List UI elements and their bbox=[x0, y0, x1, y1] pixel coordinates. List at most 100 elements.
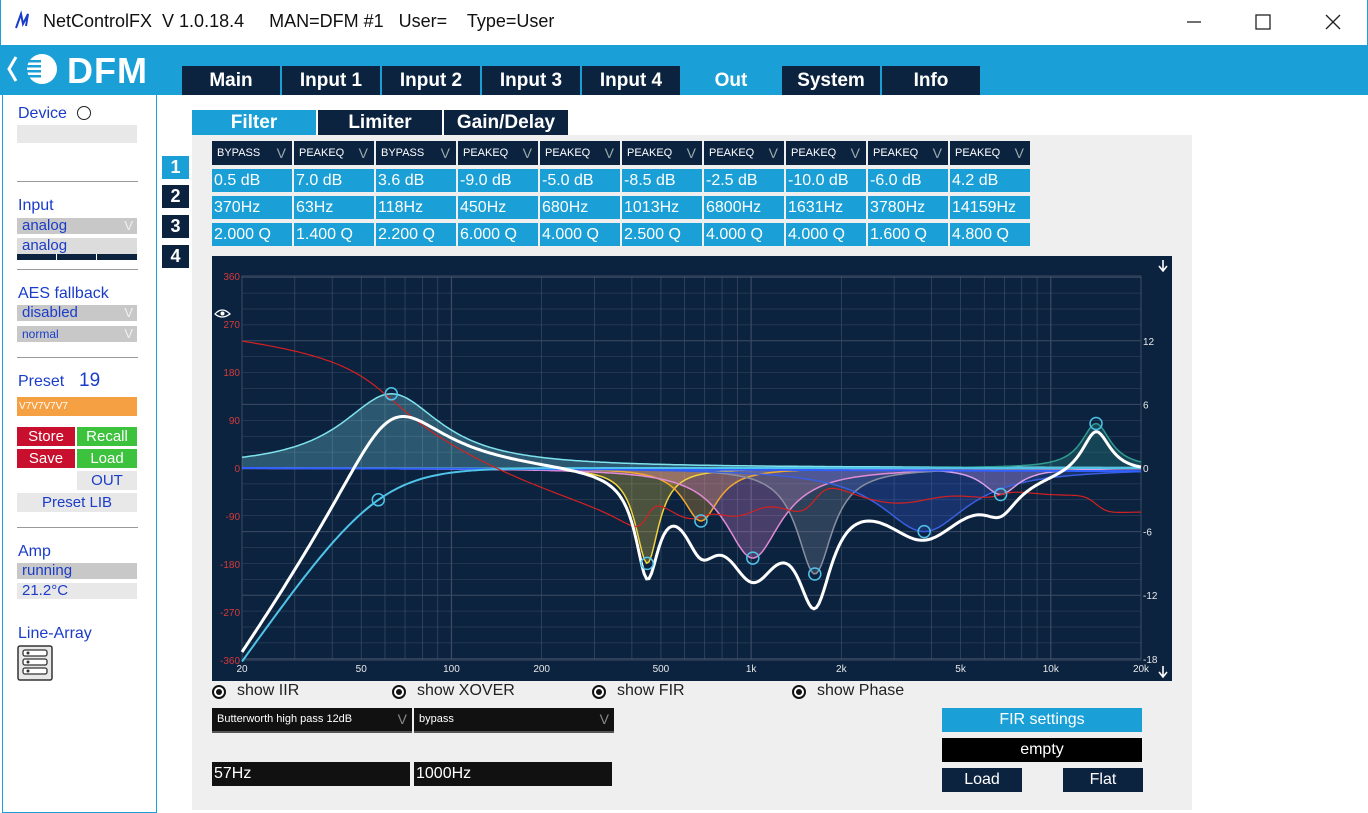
eq-band-10-q-input[interactable]: 4.800 Q bbox=[950, 223, 1030, 246]
eq-band-8-freq-input[interactable]: 1631Hz bbox=[786, 196, 866, 219]
show-iir-label: show IIR bbox=[237, 682, 300, 699]
output-4-button[interactable]: 4 bbox=[162, 245, 189, 268]
eq-band-1-freq-input[interactable]: 370Hz bbox=[212, 196, 292, 219]
tab-input-2[interactable]: Input 2 bbox=[382, 66, 480, 95]
eq-band-9-type-select[interactable]: PEAKEQ V bbox=[868, 141, 948, 165]
eq-band-2-type-select[interactable]: PEAKEQ V bbox=[294, 141, 374, 165]
eq-band-2-gain-input[interactable]: 7.0 dB bbox=[294, 169, 374, 192]
close-icon[interactable] bbox=[1311, 8, 1355, 36]
eq-band-10-freq-input[interactable]: 14159Hz bbox=[950, 196, 1030, 219]
tab-info[interactable]: Info bbox=[882, 66, 980, 95]
recall-button[interactable]: Recall bbox=[77, 427, 137, 446]
store-button[interactable]: Store bbox=[17, 427, 75, 446]
eq-band-fill bbox=[242, 468, 1141, 558]
save-button[interactable]: Save bbox=[17, 449, 75, 468]
chevron-down-icon: V bbox=[1014, 145, 1024, 161]
phase-tick-label: 360 bbox=[223, 272, 240, 283]
tab-input-4[interactable]: Input 4 bbox=[582, 66, 680, 95]
output-3-button[interactable]: 3 bbox=[162, 215, 189, 238]
output-2-button[interactable]: 2 bbox=[162, 185, 189, 208]
eq-band-7-gain-input[interactable]: -2.5 dB bbox=[704, 169, 784, 192]
eq-band-1-gain-input[interactable]: 0.5 dB bbox=[212, 169, 292, 192]
tab-system[interactable]: System bbox=[782, 66, 880, 95]
highpass-freq-input[interactable]: 57Hz bbox=[212, 762, 410, 786]
load-button[interactable]: Load bbox=[77, 449, 137, 468]
aes-mode-select[interactable]: normal V bbox=[17, 326, 137, 342]
preset-lib-button[interactable]: Preset LIB bbox=[17, 493, 137, 512]
db-tick-label: -6 bbox=[1143, 528, 1152, 539]
line-array-icon[interactable] bbox=[17, 645, 53, 681]
fir-load-button[interactable]: Load bbox=[942, 768, 1022, 792]
eq-band-4-type-select[interactable]: PEAKEQ V bbox=[458, 141, 538, 165]
eq-band-6-type-select[interactable]: PEAKEQ V bbox=[622, 141, 702, 165]
tab-main[interactable]: Main bbox=[182, 66, 280, 95]
frequency-response-graph[interactable]: 360 270 180 90 0 -90 -180 -270 -360 12 6 0 -6 -12 -18 2… bbox=[212, 256, 1172, 681]
lowpass-freq-input[interactable]: 1000Hz bbox=[414, 762, 612, 786]
lowpass-type-value: bypass bbox=[419, 713, 454, 725]
fir-flat-button[interactable]: Flat bbox=[1063, 768, 1143, 792]
divider bbox=[17, 181, 138, 182]
response-plot[interactable]: 360270180900-90-180-270-3601260-6-12-182… bbox=[212, 256, 1172, 681]
eq-band-5-gain-input[interactable]: -5.0 dB bbox=[540, 169, 620, 192]
eq-band-8-q-input[interactable]: 4.000 Q bbox=[786, 223, 866, 246]
input-select[interactable]: analog V bbox=[17, 218, 137, 234]
eq-band-4-gain-input[interactable]: -9.0 dB bbox=[458, 169, 538, 192]
eq-band-3-q-input[interactable]: 2.200 Q bbox=[376, 223, 456, 246]
eq-band-2-q-input[interactable]: 1.400 Q bbox=[294, 223, 374, 246]
eq-band-10-gain-input[interactable]: 4.2 dB bbox=[950, 169, 1030, 192]
eq-band-10-type-select[interactable]: PEAKEQ V bbox=[950, 141, 1030, 165]
eq-band-7-type-select[interactable]: PEAKEQ V bbox=[704, 141, 784, 165]
eq-band-1-q-input[interactable]: 2.000 Q bbox=[212, 223, 292, 246]
device-name-field[interactable] bbox=[17, 125, 137, 143]
eq-band-3-type-select[interactable]: BYPASS V bbox=[376, 141, 456, 165]
eq-band-5-q-input[interactable]: 4.000 Q bbox=[540, 223, 620, 246]
preset-name-field[interactable]: V7V7V7V7 bbox=[17, 397, 137, 416]
amp-status: running bbox=[17, 563, 137, 579]
subtab-limiter[interactable]: Limiter bbox=[318, 110, 442, 135]
eq-band-3-gain-input[interactable]: 3.6 dB bbox=[376, 169, 456, 192]
highpass-type-select[interactable]: Butterworth high pass 12dB V bbox=[212, 708, 412, 733]
freq-tick-label: 10k bbox=[1043, 664, 1060, 675]
eq-band-4-freq-input[interactable]: 450Hz bbox=[458, 196, 538, 219]
fir-settings-button[interactable]: FIR settings bbox=[942, 708, 1142, 732]
eq-band-6-gain-input[interactable]: -8.5 dB bbox=[622, 169, 702, 192]
show-phase-radio[interactable] bbox=[792, 685, 806, 699]
window-title: NetControlFX V 1.0.18.4 MAN=DFM #1 User=… bbox=[43, 11, 555, 31]
eq-band-2-freq-input[interactable]: 63Hz bbox=[294, 196, 374, 219]
eq-band-fill bbox=[242, 393, 1141, 468]
eq-band-5-freq-input[interactable]: 680Hz bbox=[540, 196, 620, 219]
eq-band-6-freq-input[interactable]: 1013Hz bbox=[622, 196, 702, 219]
eq-band-4-q-input[interactable]: 6.000 Q bbox=[458, 223, 538, 246]
eq-band-5-type-select[interactable]: PEAKEQ V bbox=[540, 141, 620, 165]
eq-band-8-type-select[interactable]: PEAKEQ V bbox=[786, 141, 866, 165]
out-button[interactable]: OUT bbox=[77, 471, 137, 490]
brand-name: DFM bbox=[67, 50, 148, 91]
eq-band-1-type-select[interactable]: BYPASS V bbox=[212, 141, 292, 165]
eq-band-3-freq-input[interactable]: 118Hz bbox=[376, 196, 456, 219]
tab-input-3[interactable]: Input 3 bbox=[482, 66, 580, 95]
subtab-filter[interactable]: Filter bbox=[192, 110, 316, 135]
eq-band-8-gain-input[interactable]: -10.0 dB bbox=[786, 169, 866, 192]
lowpass-type-select[interactable]: bypass V bbox=[414, 708, 614, 733]
phase-tick-label: 270 bbox=[223, 320, 240, 331]
eq-band-9-q-input[interactable]: 1.600 Q bbox=[868, 223, 948, 246]
eq-band-6-q-input[interactable]: 2.500 Q bbox=[622, 223, 702, 246]
device-status-icon bbox=[77, 106, 91, 120]
tab-input-1[interactable]: Input 1 bbox=[282, 66, 380, 95]
eq-band-7-q-input[interactable]: 4.000 Q bbox=[704, 223, 784, 246]
eq-band-9-gain-input[interactable]: -6.0 dB bbox=[868, 169, 948, 192]
aes-fallback-label: AES fallback bbox=[18, 285, 109, 302]
show-iir-radio[interactable] bbox=[212, 685, 226, 699]
divider bbox=[17, 527, 138, 528]
minimize-icon[interactable] bbox=[1171, 8, 1215, 36]
dfm-logo-icon bbox=[7, 54, 57, 84]
eq-band-9-freq-input[interactable]: 3780Hz bbox=[868, 196, 948, 219]
tab-out[interactable]: Out bbox=[714, 70, 748, 91]
output-1-button[interactable]: 1 bbox=[162, 156, 189, 179]
maximize-icon[interactable] bbox=[1241, 8, 1285, 36]
subtab-gain-delay[interactable]: Gain/Delay bbox=[444, 110, 568, 135]
eq-band-7-freq-input[interactable]: 6800Hz bbox=[704, 196, 784, 219]
aes-select[interactable]: disabled V bbox=[17, 305, 137, 321]
show-xover-radio[interactable] bbox=[392, 685, 406, 699]
show-fir-radio[interactable] bbox=[592, 685, 606, 699]
